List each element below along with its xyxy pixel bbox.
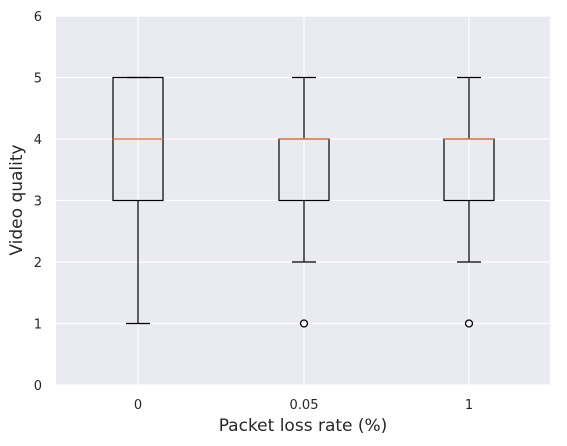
box-1 [443,76,495,328]
x-tick-label: 0.05 [290,398,319,413]
y-tick-label: 0 [34,379,42,394]
x-tick-label: 1 [465,398,473,413]
x-axis-label: Packet loss rate (%) [219,416,388,436]
y-tick-label: 4 [34,133,42,148]
box-0 [112,76,164,325]
y-axis-label: Video quality [7,144,27,255]
y-tick-label: 2 [34,256,42,271]
y-tick-label: 5 [34,72,42,87]
tick-labels: 0 1 2 3 4 5 6 0 0.05 1 [34,10,473,413]
outlier-point [299,319,309,328]
y-tick-label: 6 [34,10,42,25]
boxes [112,76,495,328]
x-tick-label: 0 [134,398,142,413]
box-0.05 [278,76,330,328]
y-tick-label: 1 [34,318,42,333]
outlier-point [464,319,474,328]
y-tick-label: 3 [34,195,42,210]
